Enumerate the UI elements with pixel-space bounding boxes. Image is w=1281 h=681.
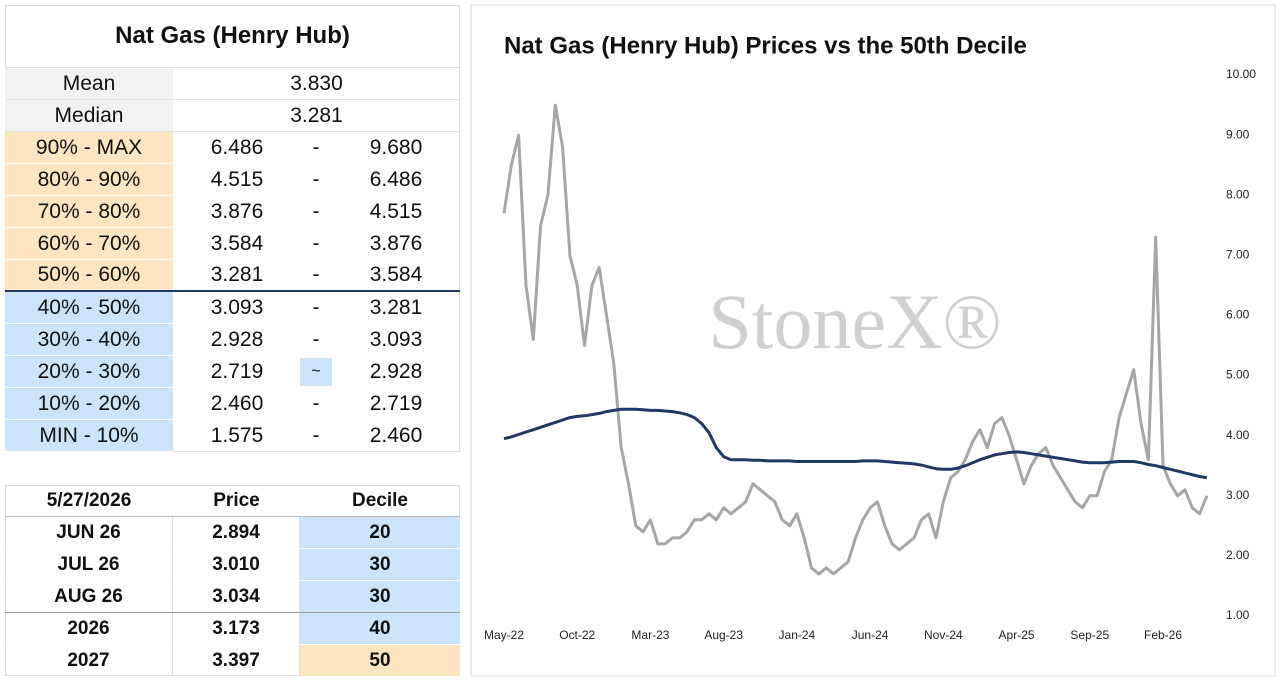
- forward-contract: 2027: [5, 645, 173, 677]
- decile-high: 6.486: [369, 167, 423, 191]
- y-tick-label: 3.00: [1226, 488, 1250, 502]
- y-tick-label: 9.00: [1226, 127, 1250, 141]
- decile-low: 3.584: [210, 231, 264, 255]
- decile-high: 9.680: [369, 135, 423, 159]
- decile-high: 3.876: [369, 231, 423, 255]
- chart-frame: [470, 4, 1276, 677]
- forward-contract: AUG 26: [5, 581, 173, 613]
- decile-label: 70% - 80%: [5, 196, 173, 228]
- y-tick-label: 7.00: [1226, 248, 1250, 262]
- decile-high: 4.515: [369, 199, 423, 223]
- decile-sep: -: [312, 391, 320, 415]
- decile-sep: ~: [300, 358, 332, 386]
- watermark: StoneX®: [708, 278, 1001, 365]
- forward-contract: JUL 26: [5, 549, 173, 581]
- x-tick-label: Oct-22: [559, 628, 595, 642]
- stat-value: 3.830: [173, 68, 460, 100]
- forward-header: 5/27/2026: [5, 485, 173, 517]
- decile-label: 50% - 60%: [5, 260, 173, 292]
- forward-header: Decile: [300, 485, 460, 517]
- decile-label: 30% - 40%: [5, 324, 173, 356]
- x-tick-label: Jan-24: [779, 628, 816, 642]
- decile-sep: -: [312, 231, 320, 255]
- decile-low: 3.093: [210, 295, 264, 319]
- forward-decile: 30: [300, 549, 460, 581]
- decile-low: 3.281: [173, 260, 301, 292]
- decile-sep: -: [312, 295, 320, 319]
- decile-high: 2.719: [369, 391, 423, 415]
- decile-label: MIN - 10%: [5, 420, 173, 452]
- decile-sep: -: [312, 423, 320, 447]
- y-tick-label: 1.00: [1226, 608, 1250, 622]
- decile-label: 20% - 30%: [5, 356, 173, 388]
- decile-sep: -: [312, 327, 320, 351]
- line-series: [503, 407, 1208, 480]
- decile-low: 2.719: [210, 359, 264, 383]
- x-tick-label: Sep-25: [1070, 628, 1109, 642]
- stat-label: Mean: [5, 68, 173, 100]
- x-tick-label: Apr-25: [999, 628, 1035, 642]
- decile-low: 1.575: [210, 423, 264, 447]
- forward-contract: JUN 26: [5, 517, 173, 549]
- forward-decile: 40: [300, 613, 460, 645]
- decile-high: 2.928: [369, 359, 423, 383]
- y-tick-label: 6.00: [1226, 308, 1250, 322]
- y-tick-label: 8.00: [1226, 187, 1250, 201]
- x-tick-label: May-22: [484, 628, 524, 642]
- forward-decile: 50: [300, 645, 460, 677]
- table-title: Nat Gas (Henry Hub): [5, 5, 460, 68]
- decile-sep: -: [312, 135, 320, 159]
- decile-label: 60% - 70%: [5, 228, 173, 260]
- decile-label: 40% - 50%: [5, 292, 173, 324]
- forward-price: 3.397: [173, 645, 300, 677]
- decile-sep: -: [312, 167, 320, 191]
- decile-low: 3.876: [210, 199, 264, 223]
- decile-sep: -: [312, 199, 320, 223]
- forward-decile: 20: [300, 517, 460, 549]
- x-tick-label: Aug-23: [704, 628, 743, 642]
- decile-label: 90% - MAX: [5, 132, 173, 164]
- forward-header: Price: [173, 485, 300, 517]
- decile-sep: -: [300, 260, 332, 292]
- forward-decile: 30: [300, 581, 460, 613]
- x-tick-label: Mar-23: [631, 628, 669, 642]
- y-tick-label: 4.00: [1226, 428, 1250, 442]
- y-tick-label: 2.00: [1226, 548, 1250, 562]
- forward-price: 3.173: [173, 613, 300, 645]
- stat-label: Median: [5, 100, 173, 132]
- decile-high: 3.584: [332, 260, 460, 292]
- decile-low: 2.928: [210, 327, 264, 351]
- x-tick-label: Jun-24: [852, 628, 889, 642]
- decile-low: 4.515: [210, 167, 264, 191]
- decile-high: 2.460: [369, 423, 423, 447]
- decile-low: 6.486: [210, 135, 264, 159]
- decile-low: 2.460: [210, 391, 264, 415]
- y-tick-label: 5.00: [1226, 368, 1250, 382]
- stat-value: 3.281: [173, 100, 460, 132]
- chart-title: Nat Gas (Henry Hub) Prices vs the 50th D…: [504, 32, 1027, 59]
- decile-high: 3.281: [369, 295, 423, 319]
- y-tick-label: 10.00: [1226, 67, 1256, 81]
- decile-label: 80% - 90%: [5, 164, 173, 196]
- forward-price: 2.894: [173, 517, 300, 549]
- decile-label: 10% - 20%: [5, 388, 173, 420]
- decile-high: 3.093: [369, 327, 423, 351]
- forward-price: 3.010: [173, 549, 300, 581]
- x-tick-label: Feb-26: [1144, 628, 1182, 642]
- line-series: [502, 103, 1209, 576]
- x-tick-label: Nov-24: [924, 628, 963, 642]
- forward-contract: 2026: [5, 613, 173, 645]
- forward-price: 3.034: [173, 581, 300, 613]
